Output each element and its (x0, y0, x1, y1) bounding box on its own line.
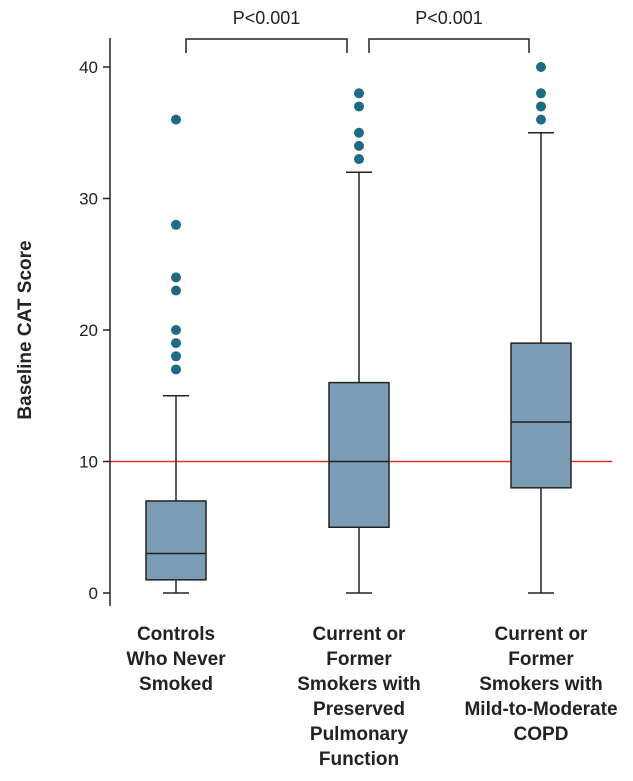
y-tick-label: 0 (89, 584, 98, 603)
y-tick-label: 30 (79, 190, 98, 209)
category-label-line: Smokers with (479, 674, 603, 695)
p-value-label: P<0.001 (233, 8, 301, 28)
category-label-line: Current or (495, 624, 589, 645)
outlier-point (171, 272, 181, 283)
category-label-line: Controls (137, 624, 215, 645)
category-labels: Controls Who Never Smoked Current or Former S… (126, 624, 617, 770)
outlier-point (354, 154, 364, 165)
outlier-point (171, 338, 181, 349)
y-tick-label: 20 (79, 321, 98, 340)
category-label-line: Who Never (126, 649, 226, 670)
y-axis-title: Baseline CAT Score (15, 240, 36, 419)
outlier-point (171, 114, 181, 125)
category-label: Current or Former Smokers with Mild-to-Mode… (464, 624, 617, 745)
box-group (328, 88, 390, 594)
outlier-point (536, 62, 546, 72)
outlier-point (171, 325, 181, 335)
category-label: Current or Former Smokers with Preserved Pul… (297, 624, 421, 770)
outlier-point (536, 101, 546, 112)
y-axis: 0 10 20 30 40 (79, 38, 111, 606)
category-label-line: Current or (313, 624, 407, 645)
boxes-layer (145, 62, 572, 594)
comparison-brackets: P<0.001 P<0.001 (185, 8, 530, 53)
y-tick-label: 40 (79, 58, 98, 77)
outlier-point (354, 127, 364, 138)
category-label: Controls Who Never Smoked (126, 624, 226, 695)
comparison-bracket: P<0.001 (185, 8, 348, 53)
category-label-line: Former (508, 649, 574, 670)
outlier-point (354, 101, 364, 112)
outlier-point (354, 140, 364, 151)
category-label-line: COPD (514, 724, 569, 745)
iqr-box (145, 500, 207, 581)
outlier-point (354, 88, 364, 99)
bracket-line (368, 38, 530, 53)
box-group (145, 114, 207, 594)
outlier-point (536, 114, 546, 125)
p-value-label: P<0.001 (415, 8, 483, 28)
outlier-point (171, 351, 181, 362)
iqr-box (510, 342, 572, 489)
category-label-line: Smoked (139, 674, 213, 695)
bracket-line (185, 38, 348, 53)
box-group (510, 62, 572, 594)
category-label-line: Preserved (313, 699, 405, 720)
category-label-line: Function (319, 749, 399, 770)
outlier-point (171, 285, 181, 296)
category-label-line: Smokers with (297, 674, 421, 695)
outlier-point (171, 219, 181, 230)
category-label-line: Pulmonary (310, 724, 409, 745)
outlier-point (171, 364, 181, 375)
category-label-line: Mild-to-Moderate (464, 699, 617, 720)
y-tick-label: 10 (79, 453, 98, 472)
comparison-bracket: P<0.001 (368, 8, 530, 53)
iqr-box (328, 381, 390, 528)
category-label-line: Former (326, 649, 392, 670)
outlier-point (536, 88, 546, 99)
